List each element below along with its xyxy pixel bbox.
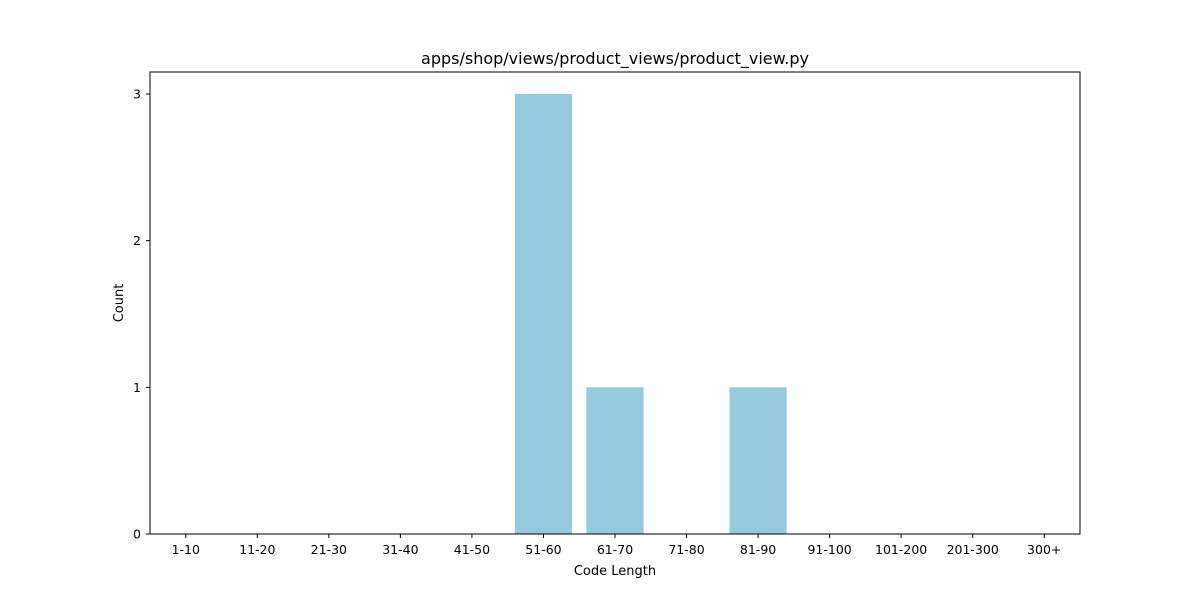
x-tick-label: 61-70 (597, 542, 633, 557)
y-tick-label: 2 (133, 233, 141, 248)
x-tick-label: 51-60 (525, 542, 561, 557)
y-tick-label: 3 (133, 87, 141, 102)
y-axis: 0 1 2 3 (133, 87, 150, 542)
x-tick-label: 21-30 (311, 542, 347, 557)
y-axis-label: Count (112, 284, 127, 323)
x-tick-label: 101-200 (875, 542, 927, 557)
x-axis: 1-10 11-20 21-30 31-40 41-50 51-60 61-70 71-80 8… (172, 534, 1061, 557)
bar-81-90 (729, 387, 787, 534)
x-tick-label: 91-100 (807, 542, 851, 557)
y-tick-label: 0 (133, 527, 141, 542)
y-tick-label: 1 (133, 380, 141, 395)
x-tick-label: 1-10 (172, 542, 200, 557)
x-tick-label: 11-20 (239, 542, 275, 557)
x-tick-label: 41-50 (454, 542, 490, 557)
bar-51-60 (514, 94, 573, 534)
chart-title: apps/shop/views/product_views/product_vi… (421, 49, 809, 69)
x-tick-label: 31-40 (382, 542, 418, 557)
x-tick-label: 81-90 (740, 542, 776, 557)
x-axis-label: Code Length (574, 564, 656, 579)
plot-frame (149, 71, 1081, 535)
x-tick-label: 300+ (1027, 542, 1061, 557)
bars-layer (514, 94, 787, 534)
x-tick-label: 201-300 (947, 542, 999, 557)
x-tick-label: 71-80 (668, 542, 704, 557)
bar-61-70 (586, 387, 644, 534)
